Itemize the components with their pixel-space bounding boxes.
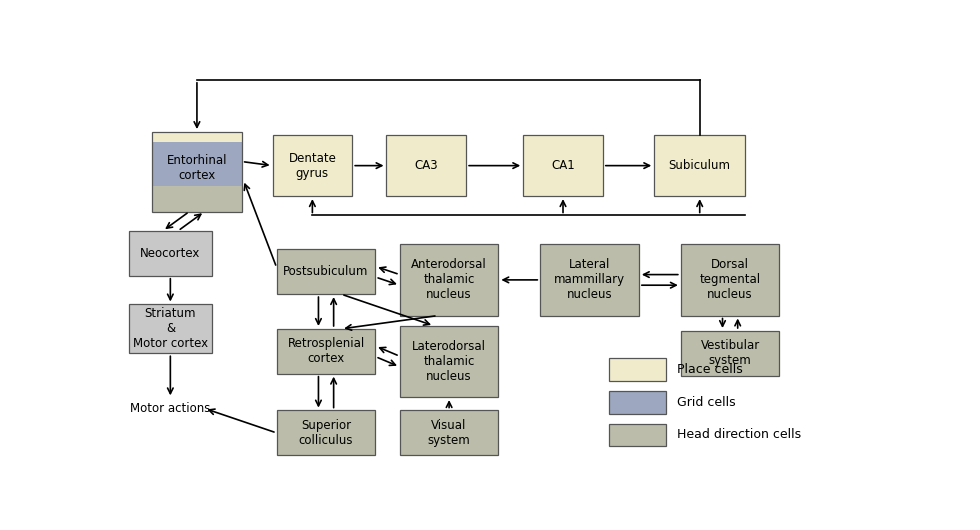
FancyBboxPatch shape — [523, 135, 603, 196]
Text: Anterodorsal
thalamic
nucleus: Anterodorsal thalamic nucleus — [412, 259, 487, 302]
Text: Grid cells: Grid cells — [677, 396, 736, 409]
FancyBboxPatch shape — [655, 135, 745, 196]
Text: Laterodorsal
thalamic
nucleus: Laterodorsal thalamic nucleus — [412, 340, 486, 383]
FancyBboxPatch shape — [681, 244, 779, 315]
Text: Visual
system: Visual system — [427, 419, 470, 447]
Text: Retrosplenial
cortex: Retrosplenial cortex — [287, 337, 365, 365]
FancyBboxPatch shape — [609, 358, 665, 381]
FancyBboxPatch shape — [681, 331, 779, 376]
Text: Subiculum: Subiculum — [668, 159, 731, 172]
Text: Dorsal
tegmental
nucleus: Dorsal tegmental nucleus — [700, 259, 760, 302]
FancyBboxPatch shape — [540, 244, 639, 315]
Text: Superior
colliculus: Superior colliculus — [299, 419, 354, 447]
FancyBboxPatch shape — [276, 249, 375, 294]
FancyBboxPatch shape — [276, 329, 375, 374]
FancyBboxPatch shape — [272, 135, 352, 196]
FancyBboxPatch shape — [128, 231, 212, 276]
FancyBboxPatch shape — [400, 410, 499, 455]
FancyBboxPatch shape — [276, 410, 375, 455]
Text: Motor actions: Motor actions — [130, 402, 211, 415]
FancyBboxPatch shape — [386, 135, 466, 196]
FancyBboxPatch shape — [400, 326, 499, 397]
Text: Entorhinal
cortex: Entorhinal cortex — [167, 154, 227, 182]
FancyBboxPatch shape — [609, 391, 665, 413]
Text: Postsubiculum: Postsubiculum — [283, 265, 368, 278]
Text: Head direction cells: Head direction cells — [677, 428, 801, 441]
Text: CA3: CA3 — [415, 159, 438, 172]
Text: Lateral
mammillary
nucleus: Lateral mammillary nucleus — [554, 259, 625, 302]
FancyBboxPatch shape — [400, 244, 499, 315]
FancyBboxPatch shape — [152, 132, 242, 142]
FancyBboxPatch shape — [128, 304, 212, 354]
Text: Neocortex: Neocortex — [140, 247, 201, 260]
Text: Vestibular
system: Vestibular system — [701, 339, 760, 367]
Text: Dentate
gyrus: Dentate gyrus — [288, 152, 336, 180]
FancyBboxPatch shape — [609, 424, 665, 446]
FancyBboxPatch shape — [152, 142, 242, 186]
FancyBboxPatch shape — [152, 186, 242, 211]
Text: Striatum
&
Motor cortex: Striatum & Motor cortex — [132, 307, 208, 350]
Text: CA1: CA1 — [551, 159, 575, 172]
Text: Place cells: Place cells — [677, 363, 743, 376]
